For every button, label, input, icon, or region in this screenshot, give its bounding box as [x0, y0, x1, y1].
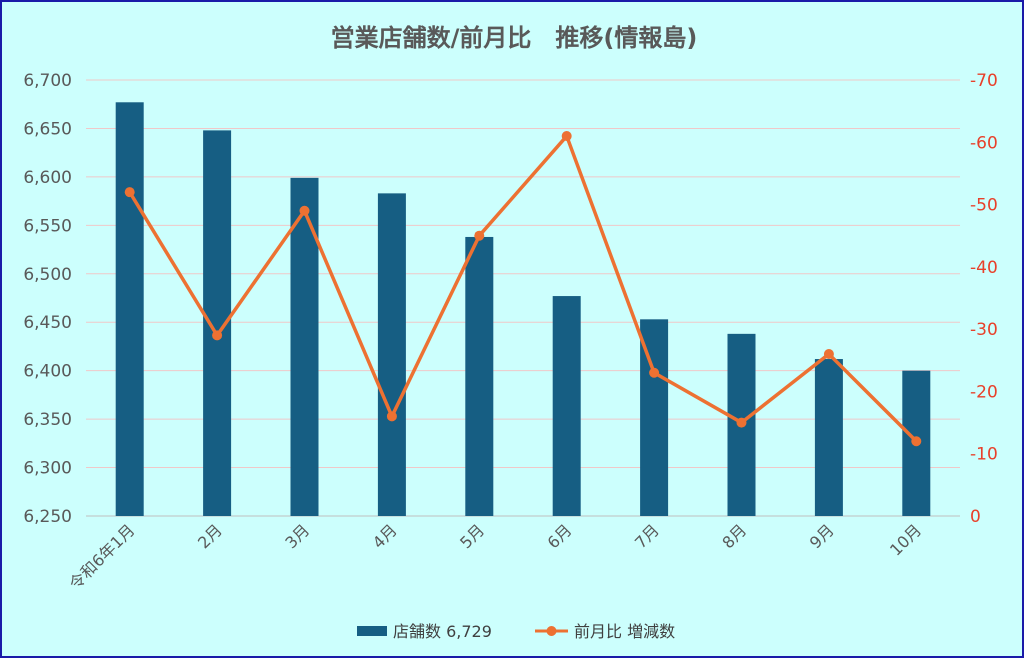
bar: [552, 296, 581, 516]
x-tick-label: 5月: [456, 520, 488, 552]
line-point: [474, 230, 485, 241]
legend: 店舗数 6,729 前月比 増減数: [357, 622, 675, 641]
x-tick-label: 2月: [194, 520, 226, 552]
gridlines: [86, 79, 960, 517]
x-tick-label: 4月: [369, 520, 401, 552]
line-point: [911, 436, 922, 447]
right-axis: 0 -10 -20 -30 -40 -50 -60 -70: [970, 71, 998, 527]
line-point: [649, 367, 660, 378]
bar: [377, 193, 406, 517]
left-tick-label: 6,650: [23, 119, 72, 139]
line-point: [561, 131, 572, 142]
left-tick-label: 6,350: [23, 410, 72, 430]
line-point: [823, 349, 834, 360]
left-tick-label: 6,250: [23, 507, 72, 527]
right-tick-label: -30: [970, 320, 998, 340]
left-tick-label: 6,300: [23, 459, 72, 479]
line-point: [299, 205, 310, 216]
series-line: [128, 134, 918, 443]
bar-series: [115, 102, 931, 517]
left-tick-label: 6,550: [23, 216, 72, 236]
left-tick-label: 6,500: [23, 265, 72, 285]
line-point: [386, 411, 397, 422]
x-axis: 令和6年1月 2月 3月 4月 5月 6月 7月 8月 9月 10月: [65, 520, 925, 593]
legend-label-bar: 店舗数 6,729: [393, 622, 492, 641]
right-tick-label: -60: [970, 133, 998, 153]
legend-marker-line: [546, 626, 557, 636]
right-tick-label: -10: [970, 445, 998, 465]
right-tick-label: -50: [970, 196, 998, 216]
x-tick-label: 9月: [806, 520, 838, 552]
left-tick-label: 6,400: [23, 362, 72, 382]
x-tick-label: 7月: [631, 520, 663, 552]
left-axis: 6,250 6,300 6,350 6,400 6,450 6,500 6,550 6,600…: [23, 71, 72, 527]
bar: [115, 102, 144, 516]
bar: [814, 359, 843, 516]
x-tick-label: 令和6年1月: [65, 520, 138, 593]
chart-title: 営業店舗数/前月比 推移(情報島): [331, 24, 698, 52]
line-point: [212, 330, 223, 341]
right-tick-label: 0: [970, 507, 981, 527]
x-tick-label: 3月: [281, 520, 313, 552]
line-point: [736, 417, 747, 428]
x-tick-label: 6月: [544, 520, 576, 552]
x-tick-label: 10月: [886, 520, 925, 559]
line-series: [124, 131, 922, 447]
right-tick-label: -20: [970, 382, 998, 402]
bar: [465, 236, 494, 516]
right-tick-label: -40: [970, 258, 998, 278]
line-point: [124, 187, 135, 198]
legend-swatch-bar: [357, 626, 387, 636]
bar: [290, 177, 319, 516]
right-tick-label: -70: [970, 71, 998, 91]
left-tick-label: 6,450: [23, 313, 72, 333]
left-tick-label: 6,600: [23, 168, 72, 188]
left-tick-label: 6,700: [23, 71, 72, 91]
legend-label-line: 前月比 増減数: [574, 622, 675, 641]
x-tick-label: 8月: [718, 520, 750, 552]
